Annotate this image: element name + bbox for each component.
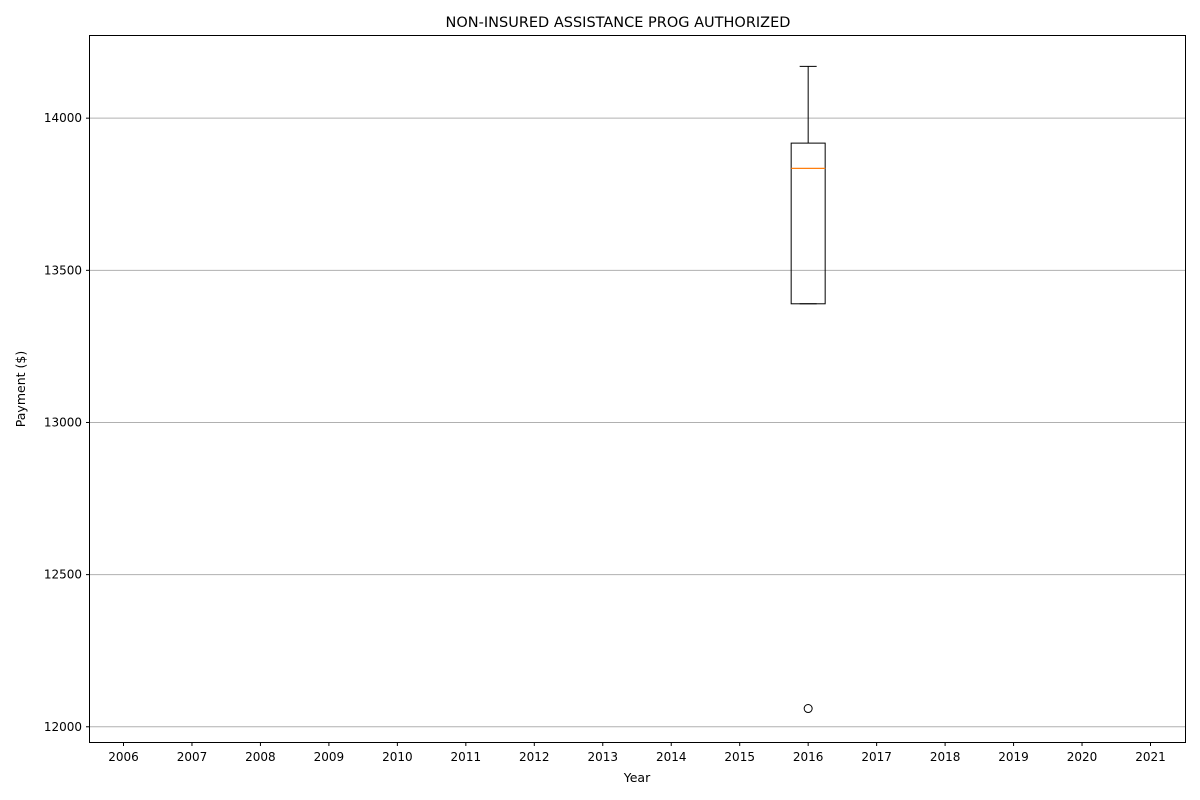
x-tick-labels: 2006 2007 2008 2009 2010 2011 2012 2013 2014 2015… bbox=[108, 742, 1166, 764]
x-tick-label: 2018 bbox=[930, 750, 961, 764]
y-tick-label: 12000 bbox=[44, 720, 82, 734]
boxes bbox=[790, 65, 826, 714]
y-tick-label: 12500 bbox=[44, 568, 82, 582]
y-axis-label: Payment ($) bbox=[13, 351, 28, 427]
x-tick-label: 2019 bbox=[998, 750, 1029, 764]
x-tick-label: 2008 bbox=[245, 750, 276, 764]
y-gridlines bbox=[86, 117, 1185, 728]
x-tick-label: 2014 bbox=[656, 750, 687, 764]
outlier-point bbox=[803, 704, 813, 714]
x-tick-label: 2009 bbox=[314, 750, 345, 764]
x-tick-label: 2017 bbox=[861, 750, 892, 764]
x-tick-label: 2016 bbox=[793, 750, 824, 764]
x-tick-label: 2015 bbox=[724, 750, 755, 764]
x-axis-label: Year bbox=[623, 770, 651, 785]
x-tick-label: 2007 bbox=[177, 750, 208, 764]
x-tick-label: 2020 bbox=[1067, 750, 1098, 764]
plot-frame bbox=[89, 35, 1186, 743]
y-tick-label: 14000 bbox=[44, 111, 82, 125]
y-tick-labels: 12000 12500 13000 13500 14000 bbox=[44, 111, 82, 734]
x-tick-label: 2012 bbox=[519, 750, 550, 764]
x-tick-label: 2013 bbox=[587, 750, 618, 764]
y-tick-label: 13000 bbox=[44, 415, 82, 429]
y-tick-label: 13500 bbox=[44, 263, 82, 277]
x-tick-label: 2006 bbox=[108, 750, 139, 764]
x-tick-label: 2011 bbox=[451, 750, 482, 764]
box-iqr bbox=[790, 142, 826, 305]
x-tick-label: 2010 bbox=[382, 750, 413, 764]
chart-title: NON-INSURED ASSISTANCE PROG AUTHORIZED bbox=[446, 15, 791, 31]
x-tick-label: 2021 bbox=[1135, 750, 1166, 764]
